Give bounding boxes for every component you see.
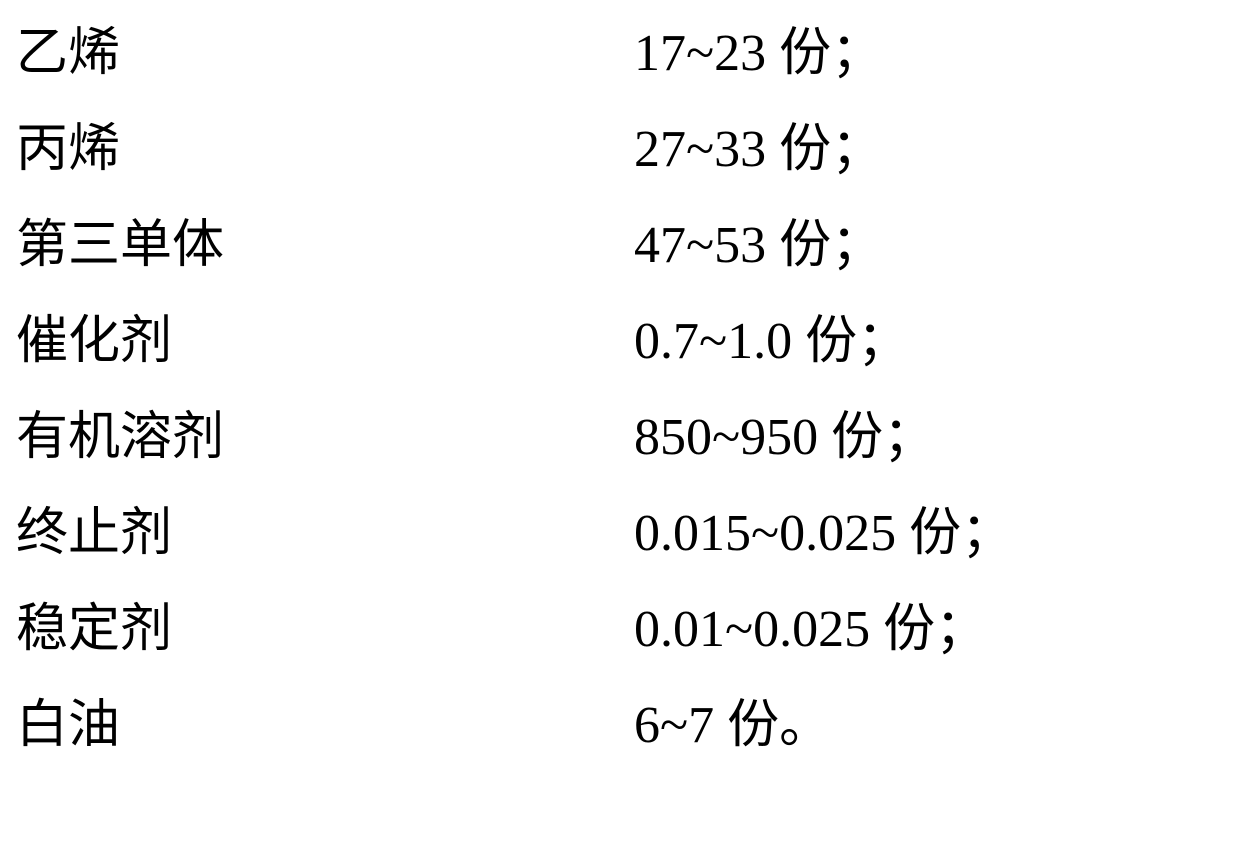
ingredient-value: 0.015~0.025 份；: [634, 486, 1013, 582]
ingredient-name: 第三单体: [16, 198, 634, 294]
ingredient-name: 乙烯: [16, 6, 634, 102]
ingredient-row: 第三单体 47~53 份；: [16, 198, 1222, 294]
ingredient-value: 850~950 份；: [634, 390, 935, 486]
ingredient-value: 0.01~0.025 份；: [634, 582, 987, 678]
ingredient-row: 稳定剂 0.01~0.025 份；: [16, 582, 1222, 678]
ingredient-name: 有机溶剂: [16, 390, 634, 486]
ingredient-row: 丙烯 27~33 份；: [16, 102, 1222, 198]
ingredient-list: 乙烯 17~23 份； 丙烯 27~33 份； 第三单体 47~53 份； 催化…: [0, 0, 1238, 863]
ingredient-name: 催化剂: [16, 294, 634, 390]
ingredient-value: 27~33 份；: [634, 102, 883, 198]
ingredient-name: 白油: [16, 678, 634, 774]
ingredient-name: 稳定剂: [16, 582, 634, 678]
ingredient-value: 0.7~1.0 份；: [634, 294, 909, 390]
ingredient-value: 47~53 份；: [634, 198, 883, 294]
ingredient-name: 终止剂: [16, 486, 634, 582]
ingredient-row: 催化剂 0.7~1.0 份；: [16, 294, 1222, 390]
ingredient-row: 终止剂 0.015~0.025 份；: [16, 486, 1222, 582]
ingredient-name: 丙烯: [16, 102, 634, 198]
ingredient-value: 6~7 份。: [634, 678, 831, 774]
ingredient-row: 乙烯 17~23 份；: [16, 6, 1222, 102]
ingredient-value: 17~23 份；: [634, 6, 883, 102]
ingredient-row: 有机溶剂 850~950 份；: [16, 390, 1222, 486]
ingredient-row: 白油 6~7 份。: [16, 678, 1222, 774]
